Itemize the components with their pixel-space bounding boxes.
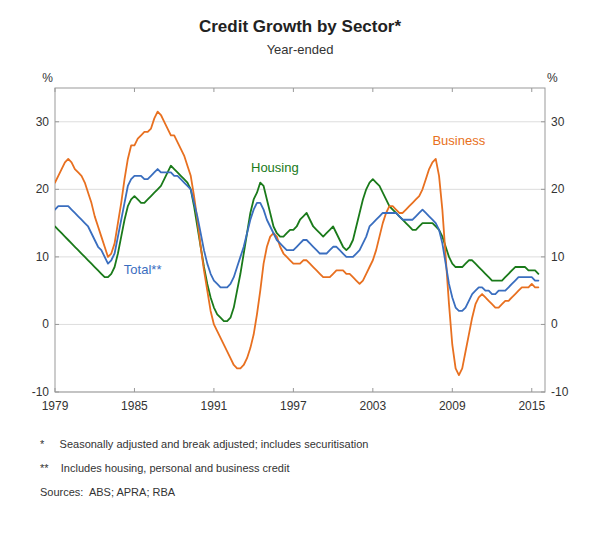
- x-tick: [452, 388, 453, 392]
- y-tick: [55, 121, 59, 122]
- grid-line: [55, 256, 545, 257]
- chart: Credit Growth by Sector* Year-ended -10 0 10…: [0, 0, 600, 560]
- x-tick-top: [293, 88, 294, 92]
- y-tick-label: 10: [36, 250, 50, 264]
- x-tick-label: 1985: [121, 399, 148, 413]
- grid-line: [55, 189, 545, 190]
- x-tick: [134, 388, 135, 392]
- x-tick-top: [134, 88, 135, 92]
- x-tick: [293, 388, 294, 392]
- series-line: [55, 112, 538, 375]
- y2-axis: -10 0 10 20 30: [541, 115, 569, 399]
- y-tick-label: -10: [32, 385, 50, 399]
- y2-tick: [541, 121, 545, 122]
- y2-tick: [541, 256, 545, 257]
- y-tick: [55, 324, 59, 325]
- annotation: Total**: [124, 262, 162, 277]
- x-tick: [213, 388, 214, 392]
- x-tick-top: [452, 88, 453, 92]
- y-tick-label: 20: [36, 182, 50, 196]
- annotations: Housing Business Total**: [124, 133, 486, 276]
- x-tick-label: 2009: [439, 399, 466, 413]
- plot-frame: [55, 88, 545, 392]
- x-tick-label: 2003: [359, 399, 386, 413]
- y2-tick: [541, 324, 545, 325]
- y-tick: [55, 256, 59, 257]
- annotation: Housing: [251, 160, 299, 175]
- subtitle: Year-ended: [267, 42, 334, 57]
- x-tick: [531, 388, 532, 392]
- y2-tick: [541, 189, 545, 190]
- grid-line: [55, 121, 545, 122]
- y-axis-label: %: [42, 71, 53, 85]
- series-line: [55, 166, 538, 321]
- y2-tick-label: -10: [551, 385, 569, 399]
- footnote: ** Includes housing, personal and busine…: [40, 462, 290, 474]
- y2-tick-label: 30: [551, 115, 565, 129]
- x-axis: 1979 1985 1991 1997 2003 2009 2015: [42, 88, 546, 413]
- y-tick: [55, 189, 59, 190]
- y2-tick-label: 10: [551, 250, 565, 264]
- y2-axis-label: %: [547, 71, 558, 85]
- y-tick-label: 30: [36, 115, 50, 129]
- x-tick-top: [213, 88, 214, 92]
- footnote: * Seasonally adjusted and break adjusted…: [40, 438, 368, 450]
- footnotes: * Seasonally adjusted and break adjusted…: [40, 438, 368, 498]
- footnote: Sources: ABS; APRA; RBA: [40, 486, 176, 498]
- x-tick-label: 1997: [280, 399, 307, 413]
- y2-tick-label: 0: [551, 317, 558, 331]
- y-axis: -10 0 10 20 30: [32, 115, 59, 399]
- x-tick: [55, 388, 56, 392]
- y-tick-label: 0: [42, 317, 49, 331]
- x-tick-label: 1979: [42, 399, 69, 413]
- series-group: [55, 112, 538, 375]
- title: Credit Growth by Sector*: [199, 17, 402, 36]
- y2-tick-label: 20: [551, 182, 565, 196]
- y2-tick: [541, 392, 545, 393]
- y-tick: [55, 392, 59, 393]
- grid: [55, 122, 545, 392]
- x-tick-label: 1991: [201, 399, 228, 413]
- x-tick-top: [531, 88, 532, 92]
- x-tick: [372, 388, 373, 392]
- series-line: [55, 169, 538, 311]
- x-tick-label: 2015: [518, 399, 545, 413]
- annotation: Business: [432, 133, 485, 148]
- x-tick-top: [372, 88, 373, 92]
- x-tick-top: [55, 88, 56, 92]
